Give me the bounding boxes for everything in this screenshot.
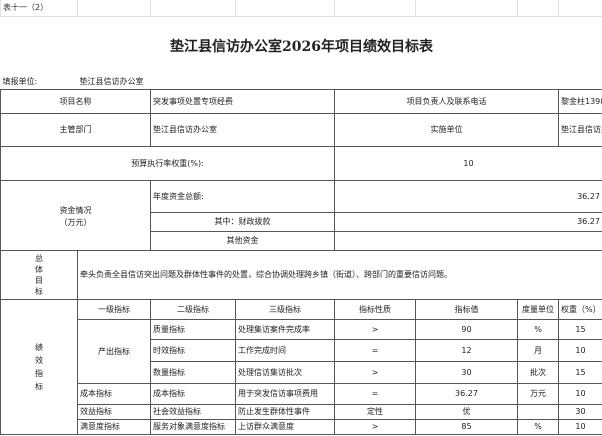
table-row: 效益指标 社会效益指标 防止发生群体性事件 定性 优 30 [1, 403, 602, 420]
weight[interactable]: 15 [558, 318, 602, 340]
l2[interactable]: 时效指标 [150, 338, 236, 362]
dept-label: 主管部门 [0, 112, 151, 147]
unit[interactable]: 月 [517, 338, 559, 362]
nature[interactable]: = [334, 382, 416, 405]
funds-label-line1: 资金情况 [59, 205, 92, 215]
value[interactable]: 85 [415, 418, 518, 435]
table-row: 数量指标 处理信访集访批次 > 30 批次 15 [1, 360, 602, 384]
perf-label-char: 绩 [35, 342, 43, 352]
unit[interactable]: % [517, 318, 559, 340]
project-name-value[interactable]: 突发事项处置专项经费 [150, 88, 335, 114]
impl-value[interactable]: 垫江县信访办公室 [558, 112, 602, 147]
header-l1: 一级指标 [77, 298, 151, 320]
unit[interactable]: % [517, 418, 559, 435]
value[interactable]: 12 [415, 338, 518, 362]
annual-total-label: 年度资金总额: [150, 179, 335, 213]
page-title: 垫江县信访办公室2026年项目绩效目标表 [170, 38, 433, 55]
reporting-unit-value[interactable]: 垫江县信访办公室 [77, 75, 602, 90]
reporting-unit-label: 填报单位: [0, 75, 78, 90]
dept-value[interactable]: 垫江县信访办公室 [150, 112, 335, 147]
weight[interactable]: 15 [558, 360, 602, 384]
l1[interactable]: 满意度指标 [77, 418, 151, 435]
fiscal-value[interactable]: 36.27 [334, 211, 602, 232]
header-weight: 权重（%） [558, 298, 602, 320]
owner-value[interactable]: 黎金柱13983587868 [558, 88, 602, 114]
output-indicator-label: 产出指标 [77, 318, 151, 384]
l3[interactable]: 工作完成时间 [235, 338, 335, 362]
impl-label: 实施单位 [334, 112, 559, 147]
table-row: 满意度指标 服务对象满意度指标 上访群众满意度 > 85 % 10 [1, 418, 602, 435]
table-row: 时效指标 工作完成时间 = 12 月 10 [1, 338, 602, 362]
perf-label-char: 效 [35, 355, 43, 365]
cell[interactable] [415, 0, 518, 17]
cell[interactable] [150, 0, 236, 17]
nature[interactable]: > [334, 418, 416, 435]
table-row: 成本指标 成本指标 用于突发信访事项费用 = 36.27 万元 10 [1, 382, 602, 405]
owner-label: 项目负责人及联系电话 [334, 88, 559, 114]
budget-weight-label: 预算执行率权重(%): [0, 145, 335, 181]
goal-label-char: 体 [35, 264, 43, 274]
value[interactable]: 30 [415, 360, 518, 384]
l1[interactable]: 成本指标 [77, 382, 151, 405]
value[interactable]: 36.27 [415, 382, 518, 405]
header-l3: 三级指标 [235, 298, 335, 320]
sheet-label[interactable]: 表十一（2） [0, 0, 78, 17]
nature[interactable]: > [334, 360, 416, 384]
l2[interactable]: 社会效益指标 [150, 403, 236, 420]
header-l2: 二级指标 [150, 298, 236, 320]
perf-label-char: 指 [35, 368, 43, 378]
project-name-label: 项目名称 [0, 88, 151, 114]
l3[interactable]: 防止发生群体性事件 [235, 403, 335, 420]
header-unit: 度量单位 [517, 298, 559, 320]
header-nature: 指标性质 [334, 298, 416, 320]
other-funds-label: 其他资金 [150, 230, 335, 251]
l3[interactable]: 处理集访案件完成率 [235, 318, 335, 340]
value[interactable]: 90 [415, 318, 518, 340]
header-value: 指标值 [415, 298, 518, 320]
l2[interactable]: 成本指标 [150, 382, 236, 405]
unit[interactable]: 批次 [517, 360, 559, 384]
goal-label-char: 标 [35, 286, 43, 296]
nature[interactable]: 定性 [334, 403, 416, 420]
l2[interactable]: 服务对象满意度指标 [150, 418, 236, 435]
fiscal-label: 其中：财政拨款 [150, 211, 335, 232]
cell[interactable] [558, 0, 602, 17]
cell[interactable] [334, 0, 416, 17]
cell[interactable] [77, 0, 151, 17]
budget-weight-value[interactable]: 10 [334, 145, 602, 181]
funds-label: 资金情况 （万元） [0, 179, 151, 251]
unit[interactable] [517, 403, 559, 420]
perf-label-char: 标 [35, 381, 43, 391]
l2[interactable]: 数量指标 [150, 360, 236, 384]
goal-label: 总 体 目 标 [0, 249, 78, 300]
value[interactable]: 优 [415, 403, 518, 420]
l1[interactable]: 效益指标 [77, 403, 151, 420]
weight[interactable]: 30 [558, 403, 602, 420]
annual-total-value[interactable]: 36.27 [334, 179, 602, 213]
cell[interactable] [235, 0, 335, 17]
other-funds-value[interactable] [334, 230, 602, 251]
goal-text[interactable]: 牵头负责全县信访突出问题及群体性事件的处置，综合协调处理跨乡镇（街道）、跨部门的… [77, 249, 602, 300]
table-row: 产出指标 质量指标 处理集访案件完成率 > 90 % 15 [1, 318, 602, 384]
weight[interactable]: 10 [558, 338, 602, 362]
l2[interactable]: 质量指标 [150, 318, 236, 340]
weight[interactable]: 10 [558, 418, 602, 435]
nature[interactable]: = [334, 338, 416, 362]
l3[interactable]: 上访群众满意度 [235, 418, 335, 435]
goal-label-char: 总 [35, 253, 43, 263]
nature[interactable]: > [334, 318, 416, 340]
weight[interactable]: 10 [558, 382, 602, 405]
cell[interactable] [517, 0, 559, 17]
perf-label: 绩 效 指 标 [0, 298, 78, 435]
unit[interactable]: 万元 [517, 382, 559, 405]
l3[interactable]: 用于突发信访事项费用 [235, 382, 335, 405]
goal-label-char: 目 [35, 275, 43, 285]
funds-label-line2: （万元） [59, 217, 92, 227]
l3[interactable]: 处理信访集访批次 [235, 360, 335, 384]
